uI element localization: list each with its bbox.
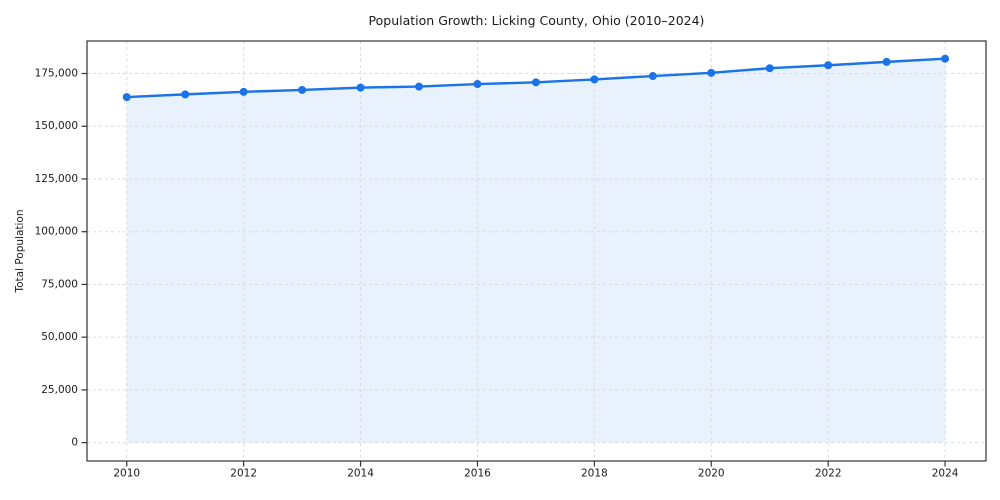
x-tick-label: 2010: [113, 468, 140, 480]
data-point-marker: [882, 57, 891, 66]
y-tick-label: 125,000: [35, 173, 78, 185]
data-point-marker: [824, 61, 833, 70]
data-point-marker: [356, 83, 365, 92]
data-point-marker: [473, 80, 482, 89]
x-tick-label: 2012: [230, 468, 257, 480]
x-tick-label: 2020: [698, 468, 725, 480]
data-point-marker: [239, 87, 248, 96]
data-point-marker: [531, 78, 540, 87]
x-tick-label: 2024: [932, 468, 959, 480]
x-tick-label: 2016: [464, 468, 491, 480]
y-tick-label: 0: [71, 437, 78, 449]
y-tick-label: 150,000: [35, 120, 78, 132]
data-point-marker: [941, 54, 950, 63]
x-tick-label: 2014: [347, 468, 374, 480]
y-tick-label: 100,000: [35, 226, 78, 238]
x-tick-label: 2022: [815, 468, 842, 480]
y-tick-label: 50,000: [41, 331, 78, 343]
data-point-marker: [181, 90, 190, 99]
x-tick-label: 2018: [581, 468, 608, 480]
y-tick-label: 25,000: [41, 384, 78, 396]
y-tick-label: 75,000: [41, 278, 78, 290]
data-point-marker: [122, 93, 131, 102]
data-point-marker: [415, 82, 424, 91]
data-point-marker: [648, 72, 657, 81]
data-point-marker: [707, 68, 716, 77]
data-point-marker: [298, 85, 307, 94]
chart-title: Population Growth: Licking County, Ohio …: [368, 13, 705, 28]
data-point-marker: [765, 64, 774, 73]
area-fill: [126, 58, 946, 443]
plot-border: [86, 40, 987, 462]
data-point-marker: [590, 75, 599, 84]
y-tick-label: 175,000: [35, 67, 78, 79]
